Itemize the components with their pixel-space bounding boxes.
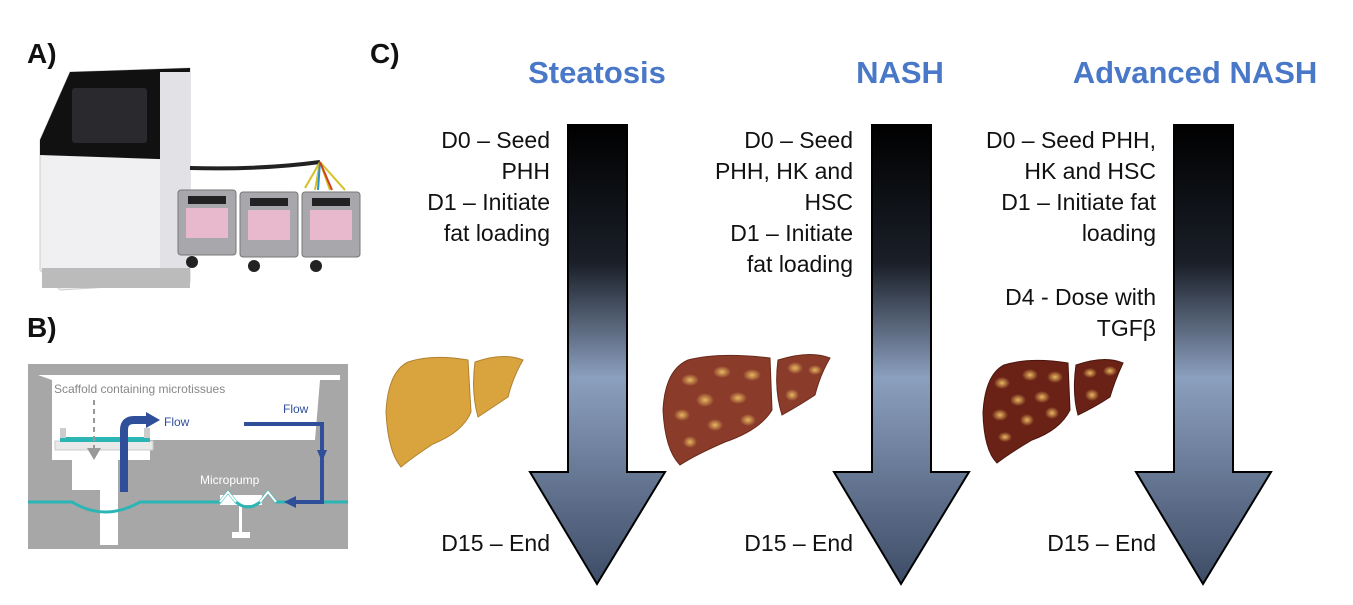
- liver-steatosis-icon: [385, 356, 524, 468]
- physiomimix-device-illustration: [39, 67, 361, 291]
- timeline-arrow-steatosis: [528, 124, 667, 586]
- panel-a-label: A): [27, 38, 57, 69]
- end-label-steatosis: D15 – End: [441, 530, 550, 556]
- extra-steps-advanced-nash: D4 - Dose with TGFβ: [1005, 284, 1156, 341]
- timeline-arrow-nash: [832, 124, 971, 586]
- end-label-advanced-nash: D15 – End: [1047, 530, 1156, 556]
- steps-nash: D0 – Seed PHH, HK and HSC D1 – Initiate fat …: [714, 127, 853, 277]
- steps-steatosis: D0 – Seed PHH D1 – Initiate fat loading: [427, 127, 550, 246]
- flow-label-1: Flow: [164, 415, 190, 429]
- scaffold-label: Scaffold containing microtissues: [54, 382, 225, 396]
- column-title-steatosis: Steatosis: [528, 55, 666, 90]
- panel-c-label: C): [370, 38, 400, 69]
- flow-chamber-schematic: Scaffold containing microtissues Flow Fl…: [28, 364, 348, 549]
- column-title-advanced-nash: Advanced NASH: [1072, 55, 1318, 90]
- liver-advanced-nash-icon: [982, 359, 1124, 464]
- panel-b-label: B): [27, 312, 57, 343]
- steps-advanced-nash: D0 – Seed PHH, HK and HSC D1 – Initiate fa…: [985, 127, 1156, 246]
- end-label-nash: D15 – End: [744, 530, 853, 556]
- flow-label-2: Flow: [283, 402, 309, 416]
- micropump-label: Micropump: [200, 473, 260, 487]
- timeline-arrow-advanced-nash: [1134, 124, 1273, 586]
- column-title-nash: NASH: [856, 55, 944, 90]
- liver-nash-icon: [662, 354, 831, 466]
